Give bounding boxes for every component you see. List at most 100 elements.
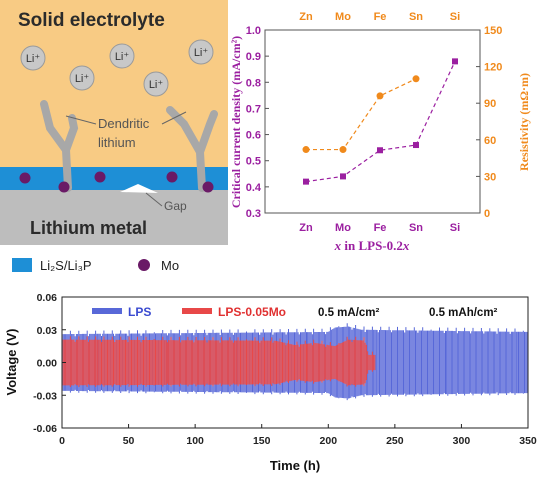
dendrite-label-line2: lithium <box>98 135 136 150</box>
left-tick-label: 0.8 <box>246 77 261 89</box>
top-category-label: Sn <box>409 11 423 23</box>
chart2-x-axis: 0 50 100 150 200 250 300 350 <box>59 424 537 447</box>
gap-icon <box>120 184 158 193</box>
top-category-label: Zn <box>299 11 313 23</box>
legend-layer-swatch <box>12 258 32 272</box>
schematic-panel: Solid electrolyte Li⁺ Li⁺ Li⁺ Li⁺ Li⁺ Dendri… <box>0 0 228 273</box>
chart1-right-axis: 0 30 60 90 120 150 <box>476 25 502 220</box>
chart2-y-axis: -0.06 -0.03 0.00 0.03 0.06 <box>33 292 66 435</box>
legend-mo-swatch <box>182 308 212 314</box>
right-tick-label: 0 <box>484 208 490 220</box>
top-category-label: Mo <box>335 11 351 23</box>
ion-circle <box>188 39 214 65</box>
chart2-x-label: Time (h) <box>270 458 320 473</box>
time-tick-label: 100 <box>186 435 204 447</box>
bottom-category-label: Sn <box>409 222 423 234</box>
chart1-left-axis: 0.3 0.4 0.5 0.6 0.7 0.8 0.9 1.0 <box>246 25 269 220</box>
chart1-bottom-categories: Zn Mo Fe Sn Si <box>299 222 460 234</box>
ion-circle <box>109 43 135 69</box>
chart1-top-categories: Zn Mo Fe Sn Si <box>299 11 460 23</box>
chart1-x-label-var2: x <box>402 238 410 253</box>
left-tick-label: 0.9 <box>246 51 261 63</box>
mo-dot <box>19 172 31 184</box>
voltage-tick-label: 0.03 <box>37 325 58 337</box>
ion-label: Li⁺ <box>194 47 209 59</box>
legend-mo-series-label: LPS-0.05Mo <box>218 305 286 319</box>
left-tick-label: 1.0 <box>246 25 261 37</box>
legend-mo-dot <box>138 259 150 271</box>
mo-dots <box>19 171 214 193</box>
resistivity-line <box>306 78 417 151</box>
gap-label: Gap <box>164 199 187 213</box>
time-tick-label: 200 <box>320 435 338 447</box>
ion-circle <box>143 71 169 97</box>
lithium-ion-icon: Li⁺ <box>109 43 135 69</box>
current-density-point <box>452 58 458 65</box>
mo-dot <box>166 171 178 183</box>
right-tick-label: 150 <box>484 25 502 37</box>
lithium-metal-region <box>0 190 228 245</box>
dendrite-left-branch <box>62 114 79 154</box>
ion-label: Li⁺ <box>26 53 41 65</box>
dendrite-right-branch <box>196 110 218 156</box>
bottom-category-label: Fe <box>374 222 387 234</box>
voltage-tick-label: 0.00 <box>37 358 58 370</box>
legend-mo-label: Mo <box>161 258 179 273</box>
lithium-ion-icon: Li⁺ <box>143 71 169 97</box>
resistivity-point <box>339 146 347 154</box>
time-tick-label: 0 <box>59 435 65 447</box>
dendrite-label-line1: Dendritic <box>98 116 150 131</box>
lithium-ion-icon: Li⁺ <box>188 39 214 65</box>
lithium-ions: Li⁺ Li⁺ Li⁺ Li⁺ Li⁺ <box>20 39 214 97</box>
legend-lps-swatch <box>92 308 122 314</box>
chart1-y2-label: Resistivity (mΩ·m) <box>517 73 531 171</box>
chart2-traces <box>61 323 528 401</box>
legend-lps-label: LPS <box>128 305 151 319</box>
ion-label: Li⁺ <box>75 73 90 85</box>
capacity-annotation: 0.5 mAh/cm² <box>429 307 498 319</box>
legend-layer-label: Li₂S/Li₃P <box>40 258 92 273</box>
left-tick-label: 0.7 <box>246 103 261 115</box>
bottom-category-label: Si <box>450 222 460 234</box>
critical-current-chart: 0.3 0.4 0.5 0.6 0.7 0.8 0.9 1.0 0 30 60 90 120 150 Z… <box>229 11 531 253</box>
voltage-chart: -0.06 -0.03 0.00 0.03 0.06 0 50 100 150 200 250 30… <box>4 292 537 473</box>
lithium-ion-icon: Li⁺ <box>69 65 95 91</box>
metal-label: Lithium metal <box>30 218 147 238</box>
resistivity-point <box>302 146 310 154</box>
top-category-label: Fe <box>374 11 387 23</box>
dendrite-pointer-left <box>65 115 97 125</box>
ion-circle <box>69 65 95 91</box>
lithium-ion-icon: Li⁺ <box>20 45 46 71</box>
chart1-x-label-text: in LPS-0.2 <box>341 238 403 253</box>
bottom-category-label: Mo <box>335 222 351 234</box>
gap-pointer <box>145 192 163 207</box>
chart1-frame <box>264 29 481 214</box>
mo-dot <box>202 181 214 193</box>
mo-dot <box>58 181 70 193</box>
dendrite-pointer-right <box>161 111 187 125</box>
voltage-tick-label: -0.03 <box>33 390 57 402</box>
ion-label: Li⁺ <box>149 79 164 91</box>
ion-circle <box>20 45 46 71</box>
right-tick-label: 90 <box>484 98 496 110</box>
left-tick-label: 0.3 <box>246 208 261 220</box>
chart1-x-label: x in LPS-0.2x <box>334 238 410 253</box>
right-tick-label: 120 <box>484 62 502 74</box>
chart2-y-label: Voltage (V) <box>4 329 19 396</box>
time-tick-label: 350 <box>519 435 537 447</box>
chart1-series <box>302 58 458 185</box>
resistivity-point <box>376 92 384 100</box>
interphase-layer <box>0 167 228 190</box>
current-density-line <box>305 61 456 183</box>
voltage-tick-label: 0.06 <box>37 292 58 304</box>
resistivity-point <box>412 75 420 83</box>
chart2-legend: LPS LPS-0.05Mo <box>92 305 286 319</box>
time-tick-label: 150 <box>253 435 271 447</box>
electrolyte-label: Solid electrolyte <box>18 10 165 31</box>
chart1-x-label-var: x <box>334 238 342 253</box>
ion-label: Li⁺ <box>115 51 130 63</box>
top-category-label: Si <box>450 11 460 23</box>
voltage-tick-label: -0.06 <box>33 423 57 435</box>
dendrite-left <box>40 100 72 192</box>
